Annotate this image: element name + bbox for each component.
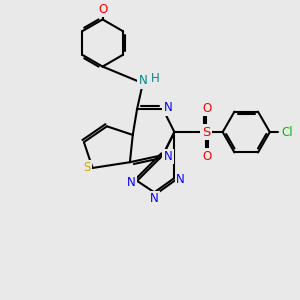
Text: N: N <box>138 74 147 87</box>
Text: O: O <box>98 3 107 16</box>
Text: N: N <box>164 101 172 114</box>
Text: N: N <box>164 150 172 163</box>
Text: N: N <box>176 173 185 186</box>
Text: Cl: Cl <box>281 126 293 139</box>
Text: H: H <box>151 71 159 85</box>
Text: O: O <box>202 150 211 163</box>
Text: S: S <box>84 161 91 175</box>
Text: S: S <box>202 126 210 139</box>
Text: O: O <box>202 102 211 115</box>
Text: N: N <box>150 192 159 205</box>
Text: N: N <box>127 176 136 189</box>
